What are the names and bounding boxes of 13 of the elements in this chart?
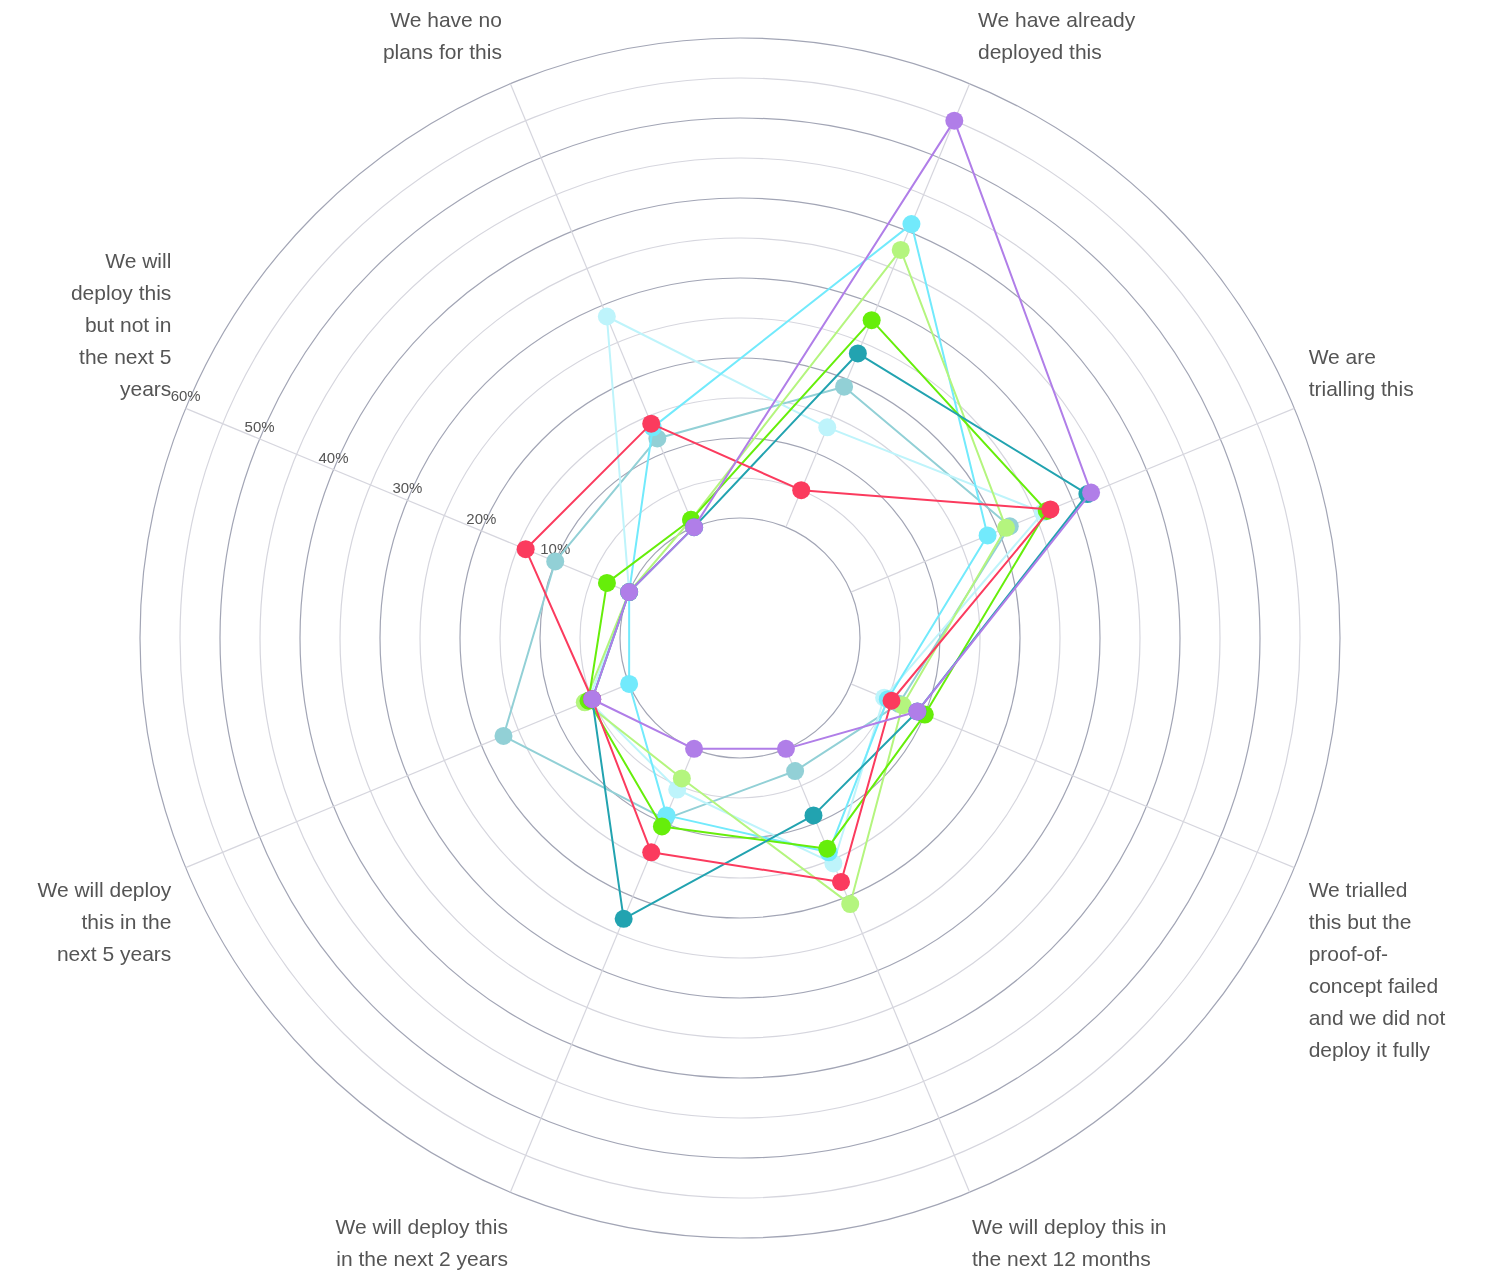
y-tick-label: 30% xyxy=(392,479,423,497)
y-tick-label: 50% xyxy=(244,418,275,435)
spoke-label: We will deploy this in the next 5 years xyxy=(37,878,172,966)
spoke-label: We have no plans for this xyxy=(382,8,502,64)
y-tick-label: 40% xyxy=(318,448,349,466)
spoke-label: We have already deployed this xyxy=(978,8,1136,64)
spoke-label: We will deploy this but not in the next 5 years xyxy=(70,248,172,400)
y-tick-label: 20% xyxy=(466,509,497,527)
spoke-label: We will deploy this in the next 2 years xyxy=(335,1214,508,1270)
spoke-label: We trialled this but the proof-of-concept failed and we did not deploy it fully xyxy=(1308,878,1446,1062)
spoke-label: We will deploy this in the next 12 months xyxy=(972,1214,1167,1270)
y-tick-label: 60% xyxy=(170,387,201,405)
spoke-label: We are trialling this xyxy=(1308,344,1414,400)
